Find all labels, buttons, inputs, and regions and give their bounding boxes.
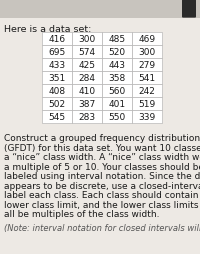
Text: 351: 351 (48, 74, 66, 83)
FancyBboxPatch shape (182, 1, 196, 19)
Text: 300: 300 (138, 48, 156, 57)
Bar (42, 85, 72, 98)
Text: a multiple of 5 or 10. Your classes should be: a multiple of 5 or 10. Your classes shou… (4, 162, 200, 171)
Text: 339: 339 (138, 113, 156, 122)
Bar (72, 33, 102, 46)
Text: 560: 560 (108, 87, 126, 96)
Text: appears to be discrete, use a closed-interval to: appears to be discrete, use a closed-int… (4, 181, 200, 190)
Text: 574: 574 (78, 48, 96, 57)
Bar (72, 46, 102, 59)
Bar (42, 111, 72, 124)
Text: 545: 545 (48, 113, 66, 122)
Bar (132, 59, 162, 72)
Bar (42, 33, 72, 46)
Text: 242: 242 (139, 87, 155, 96)
Bar (72, 85, 102, 98)
Bar (42, 98, 72, 111)
Bar (72, 111, 102, 124)
Text: 279: 279 (138, 61, 156, 70)
Text: 425: 425 (78, 61, 96, 70)
Bar (72, 98, 102, 111)
Text: 502: 502 (48, 100, 66, 109)
Text: lower class limit, and the lower class limits should: lower class limit, and the lower class l… (4, 200, 200, 209)
Bar (132, 33, 162, 46)
Text: 416: 416 (48, 35, 66, 44)
Text: 541: 541 (138, 74, 156, 83)
Text: 283: 283 (78, 113, 96, 122)
Bar (132, 46, 162, 59)
Text: 520: 520 (108, 48, 126, 57)
Text: 433: 433 (48, 61, 66, 70)
Bar (102, 72, 132, 85)
Bar (42, 72, 72, 85)
Bar (132, 85, 162, 98)
Text: 443: 443 (108, 61, 126, 70)
Text: Construct a grouped frequency distribution table: Construct a grouped frequency distributi… (4, 134, 200, 142)
Bar (42, 46, 72, 59)
Text: 550: 550 (108, 113, 126, 122)
Text: labeled using interval notation. Since the data: labeled using interval notation. Since t… (4, 171, 200, 180)
Bar (132, 72, 162, 85)
Text: (Note: interval notation for closed intervals will: (Note: interval notation for closed inte… (4, 223, 200, 232)
Text: 358: 358 (108, 74, 126, 83)
Text: Here is a data set:: Here is a data set: (4, 25, 91, 34)
Text: 408: 408 (48, 87, 66, 96)
Text: a “nice” class width. A “nice” class width would be: a “nice” class width. A “nice” class wid… (4, 152, 200, 162)
Bar (102, 85, 132, 98)
Bar (132, 111, 162, 124)
Text: (GFDT) for this data set. You want 10 classes with: (GFDT) for this data set. You want 10 cl… (4, 143, 200, 152)
Text: 519: 519 (138, 100, 156, 109)
Text: label each class. Each class should contain its: label each class. Each class should cont… (4, 190, 200, 199)
Text: 284: 284 (78, 74, 96, 83)
Text: 485: 485 (108, 35, 126, 44)
Bar (0, 0, 200, 19)
Text: all be multiples of the class width.: all be multiples of the class width. (4, 209, 160, 218)
Bar (102, 33, 132, 46)
Text: 401: 401 (108, 100, 126, 109)
Bar (72, 72, 102, 85)
Text: 695: 695 (48, 48, 66, 57)
Bar (132, 98, 162, 111)
Text: 387: 387 (78, 100, 96, 109)
Text: 469: 469 (138, 35, 156, 44)
Bar (102, 59, 132, 72)
Bar (102, 98, 132, 111)
Text: 410: 410 (78, 87, 96, 96)
Bar (72, 59, 102, 72)
Bar (102, 46, 132, 59)
Bar (102, 111, 132, 124)
Bar (42, 59, 72, 72)
Text: 300: 300 (78, 35, 96, 44)
